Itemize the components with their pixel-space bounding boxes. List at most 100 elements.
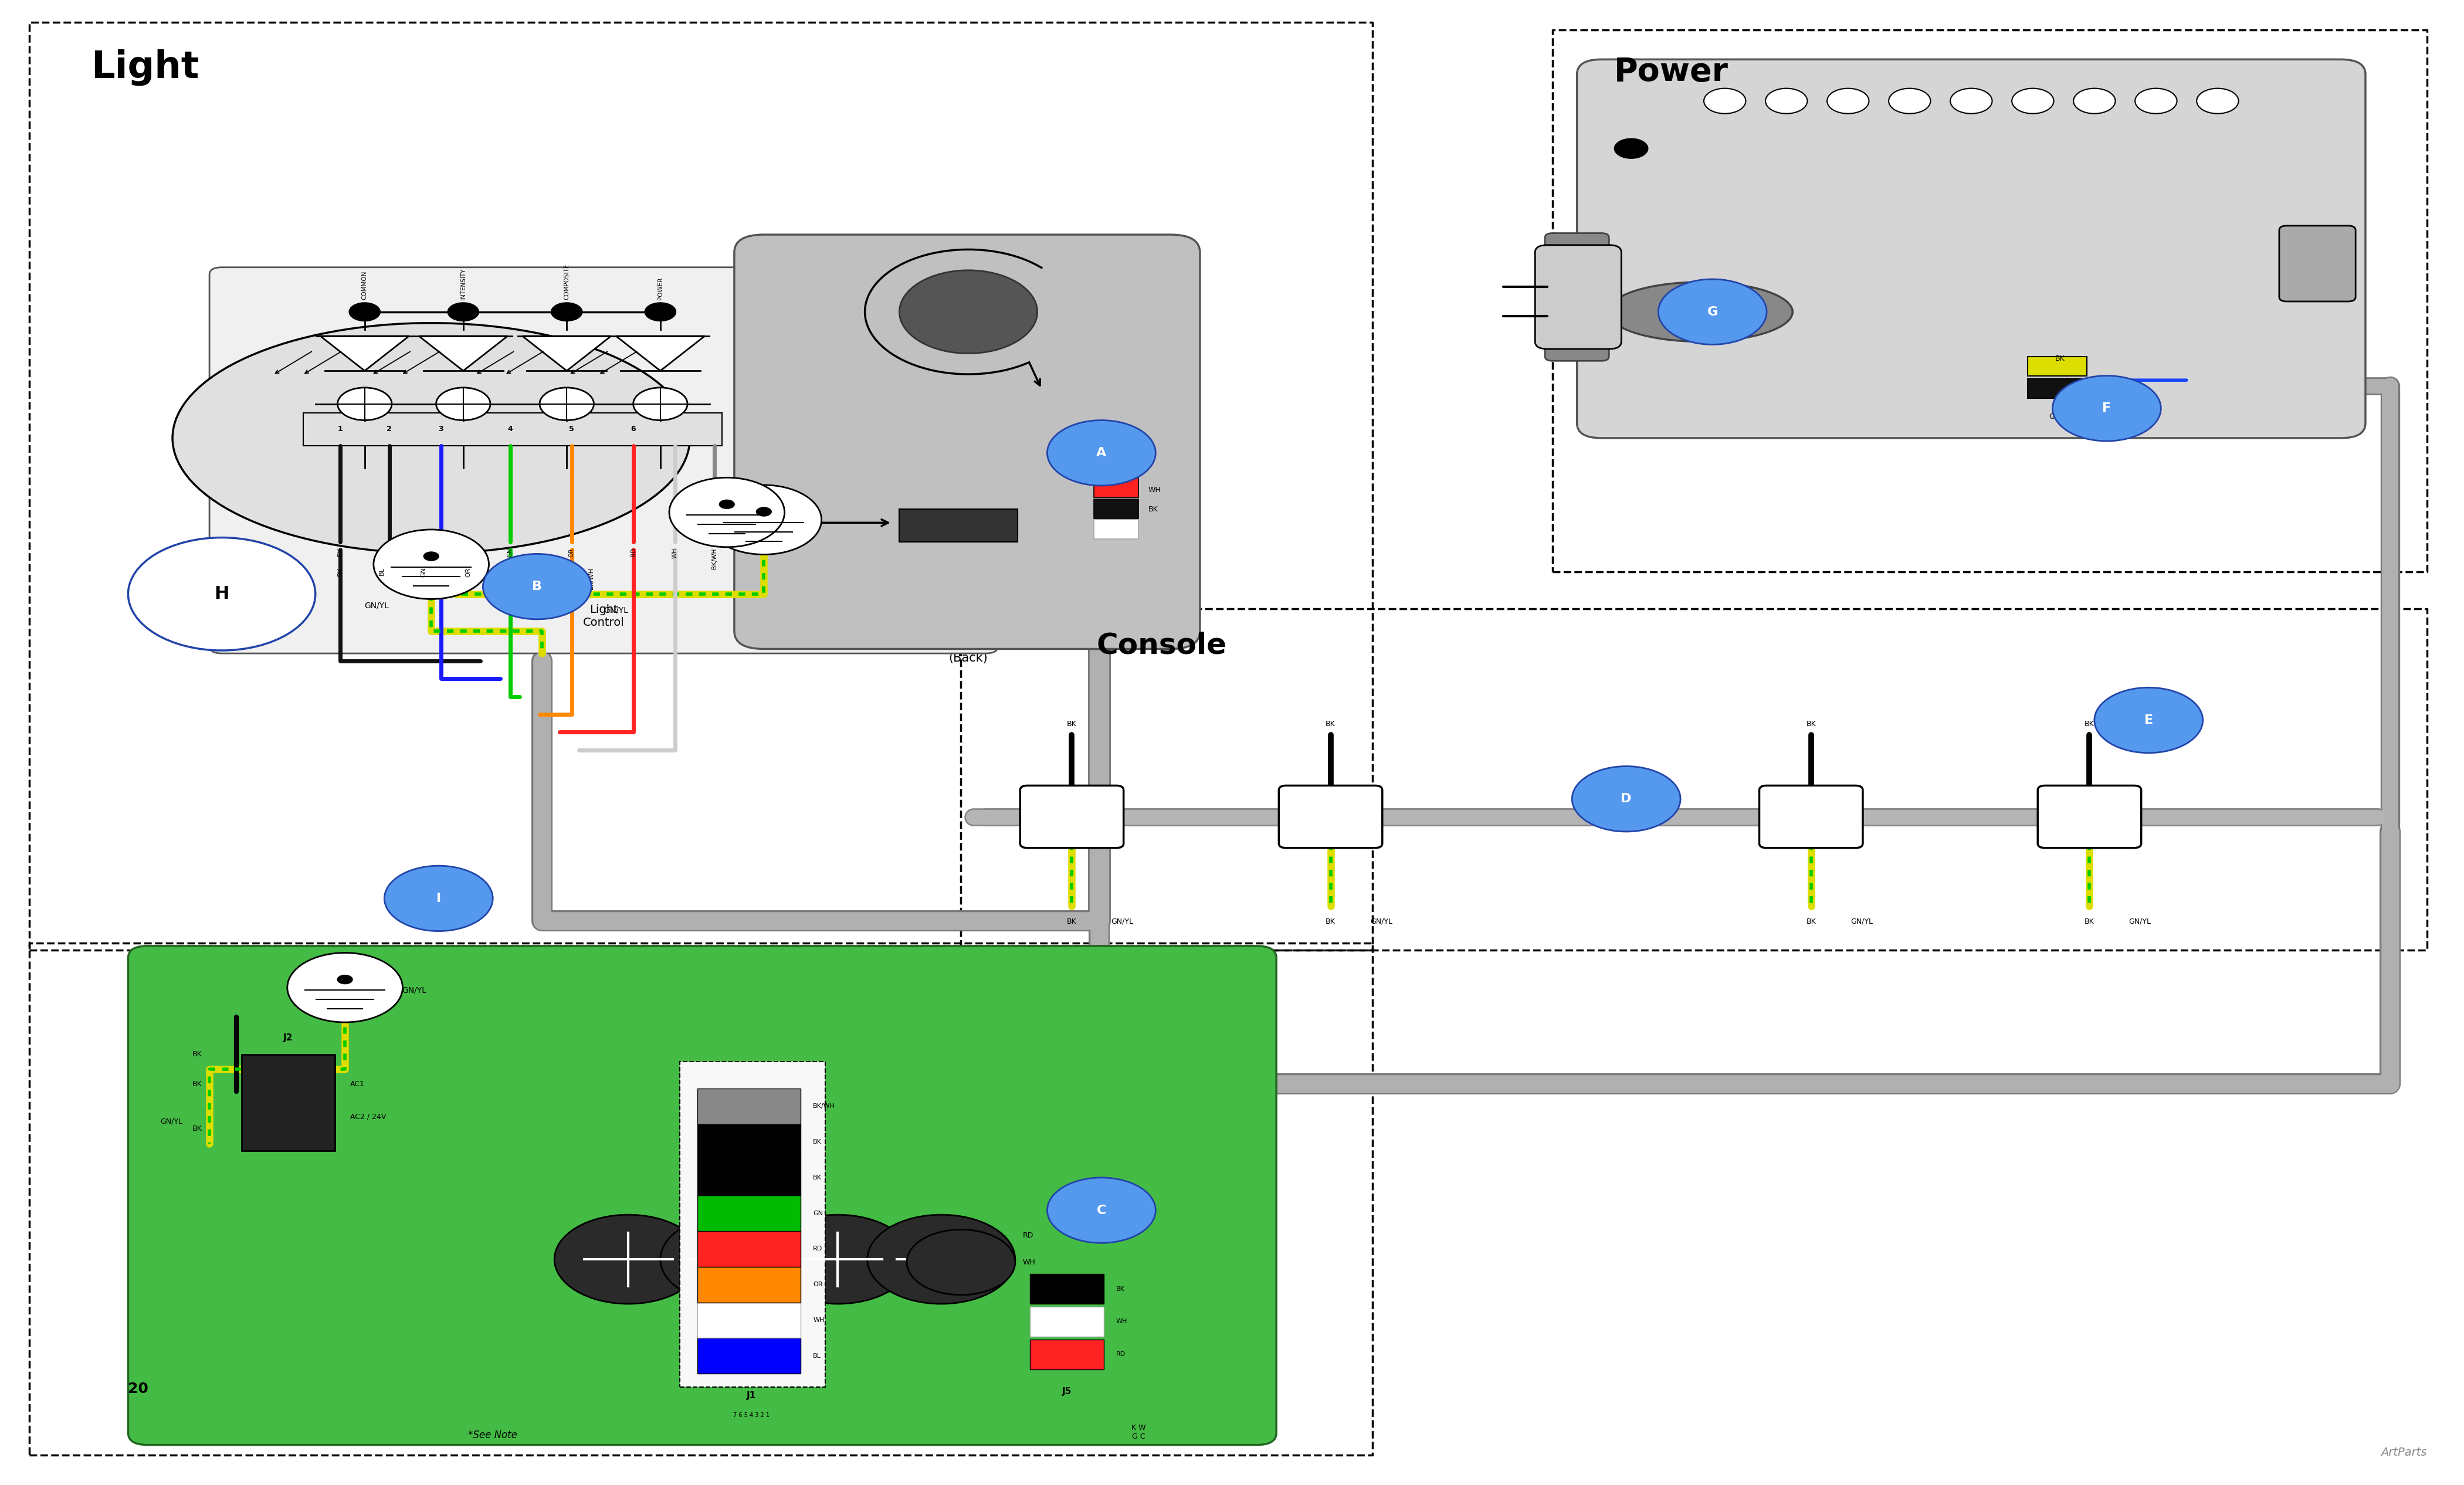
Text: BK: BK xyxy=(293,567,298,576)
Text: Power: Power xyxy=(1614,56,1727,88)
Circle shape xyxy=(756,506,771,517)
Circle shape xyxy=(633,388,687,420)
Text: BK: BK xyxy=(192,1080,202,1089)
Circle shape xyxy=(899,270,1037,353)
Bar xyxy=(697,1160,801,1195)
Bar xyxy=(697,1124,801,1160)
Text: WH: WH xyxy=(673,548,678,558)
Text: BL: BL xyxy=(439,548,444,555)
Circle shape xyxy=(907,1230,1015,1295)
Text: E: E xyxy=(2144,714,2154,726)
FancyBboxPatch shape xyxy=(734,235,1200,649)
Bar xyxy=(1030,1274,1104,1304)
Bar xyxy=(697,1089,801,1124)
Polygon shape xyxy=(320,336,409,371)
Text: AC2 / 24V: AC2 / 24V xyxy=(350,1112,387,1121)
Text: G: G xyxy=(1708,306,1717,318)
Circle shape xyxy=(1949,89,1991,114)
Text: B: B xyxy=(532,581,542,593)
Text: GN: GN xyxy=(813,1210,823,1216)
Circle shape xyxy=(1887,89,1932,114)
Text: COMMON: COMMON xyxy=(362,270,367,300)
FancyBboxPatch shape xyxy=(128,946,1276,1445)
Text: BK: BK xyxy=(338,548,342,555)
Circle shape xyxy=(660,1215,808,1304)
Bar xyxy=(1094,478,1138,497)
Text: RD: RD xyxy=(631,548,636,557)
Text: Light Head
(Back): Light Head (Back) xyxy=(936,639,1000,664)
Circle shape xyxy=(1572,766,1680,832)
Text: J5: J5 xyxy=(1062,1387,1072,1396)
Circle shape xyxy=(552,301,584,321)
Circle shape xyxy=(764,1215,912,1304)
Bar xyxy=(2028,356,2087,376)
Text: GN/YL: GN/YL xyxy=(365,601,389,610)
Text: J2: J2 xyxy=(283,1034,293,1042)
Text: WH: WH xyxy=(1023,1258,1035,1267)
Text: AC1: AC1 xyxy=(350,1080,365,1089)
Circle shape xyxy=(1047,1178,1156,1243)
Text: BK: BK xyxy=(813,1175,823,1181)
Circle shape xyxy=(2011,89,2055,114)
Text: GN/YL: GN/YL xyxy=(1850,918,1873,925)
Circle shape xyxy=(483,554,591,619)
Circle shape xyxy=(2195,89,2240,114)
Text: RD: RD xyxy=(1023,1231,1032,1240)
Text: BK: BK xyxy=(1326,720,1335,728)
Circle shape xyxy=(375,530,488,598)
Text: C: C xyxy=(1096,1204,1106,1216)
Circle shape xyxy=(554,1215,702,1304)
Circle shape xyxy=(867,1215,1015,1304)
Text: GN: GN xyxy=(421,567,426,578)
Text: RD: RD xyxy=(1116,1351,1126,1357)
Text: H: H xyxy=(214,585,229,603)
Bar xyxy=(1094,499,1138,518)
Polygon shape xyxy=(616,336,705,371)
Text: INTENSITY: INTENSITY xyxy=(461,269,466,300)
Text: GN: GN xyxy=(508,548,513,557)
Text: BK: BK xyxy=(1116,1286,1126,1292)
Circle shape xyxy=(384,866,493,931)
Circle shape xyxy=(707,486,821,554)
Circle shape xyxy=(1764,89,1809,114)
Text: 20: 20 xyxy=(128,1383,148,1396)
Circle shape xyxy=(1703,89,1745,114)
Text: 3: 3 xyxy=(439,425,444,434)
Bar xyxy=(2028,379,2087,398)
Text: 2: 2 xyxy=(387,425,392,434)
Text: F: F xyxy=(2102,402,2112,414)
Text: ArtParts: ArtParts xyxy=(2380,1446,2427,1458)
Text: GN/YL: GN/YL xyxy=(1370,918,1392,925)
Text: Console: Console xyxy=(1096,631,1227,659)
FancyBboxPatch shape xyxy=(2038,786,2141,848)
Text: BK: BK xyxy=(813,1139,823,1145)
Text: A: A xyxy=(1096,447,1106,459)
Bar xyxy=(1030,1307,1104,1336)
Circle shape xyxy=(2053,376,2161,441)
Circle shape xyxy=(1658,279,1767,345)
Circle shape xyxy=(2072,89,2114,114)
Bar xyxy=(697,1231,801,1267)
Circle shape xyxy=(2134,89,2178,114)
Bar xyxy=(303,413,722,446)
Text: BK: BK xyxy=(338,567,342,576)
Text: WH: WH xyxy=(813,1317,825,1323)
Text: BK/WH: BK/WH xyxy=(589,567,594,590)
Text: BK: BK xyxy=(1148,505,1158,514)
Circle shape xyxy=(2094,688,2203,753)
Bar xyxy=(697,1338,801,1374)
Bar xyxy=(1094,520,1138,539)
Bar xyxy=(697,1302,801,1338)
Text: BK: BK xyxy=(2085,918,2094,925)
Text: POWER: POWER xyxy=(658,278,663,300)
Polygon shape xyxy=(522,336,611,371)
Text: GN/YL: GN/YL xyxy=(402,986,426,995)
Text: K W
G C: K W G C xyxy=(1131,1424,1146,1440)
Circle shape xyxy=(540,388,594,420)
Text: WH: WH xyxy=(552,567,557,579)
Text: COMPOSITE: COMPOSITE xyxy=(564,264,569,300)
Polygon shape xyxy=(419,336,508,371)
Ellipse shape xyxy=(1607,282,1791,342)
Circle shape xyxy=(646,301,675,321)
Circle shape xyxy=(436,388,490,420)
